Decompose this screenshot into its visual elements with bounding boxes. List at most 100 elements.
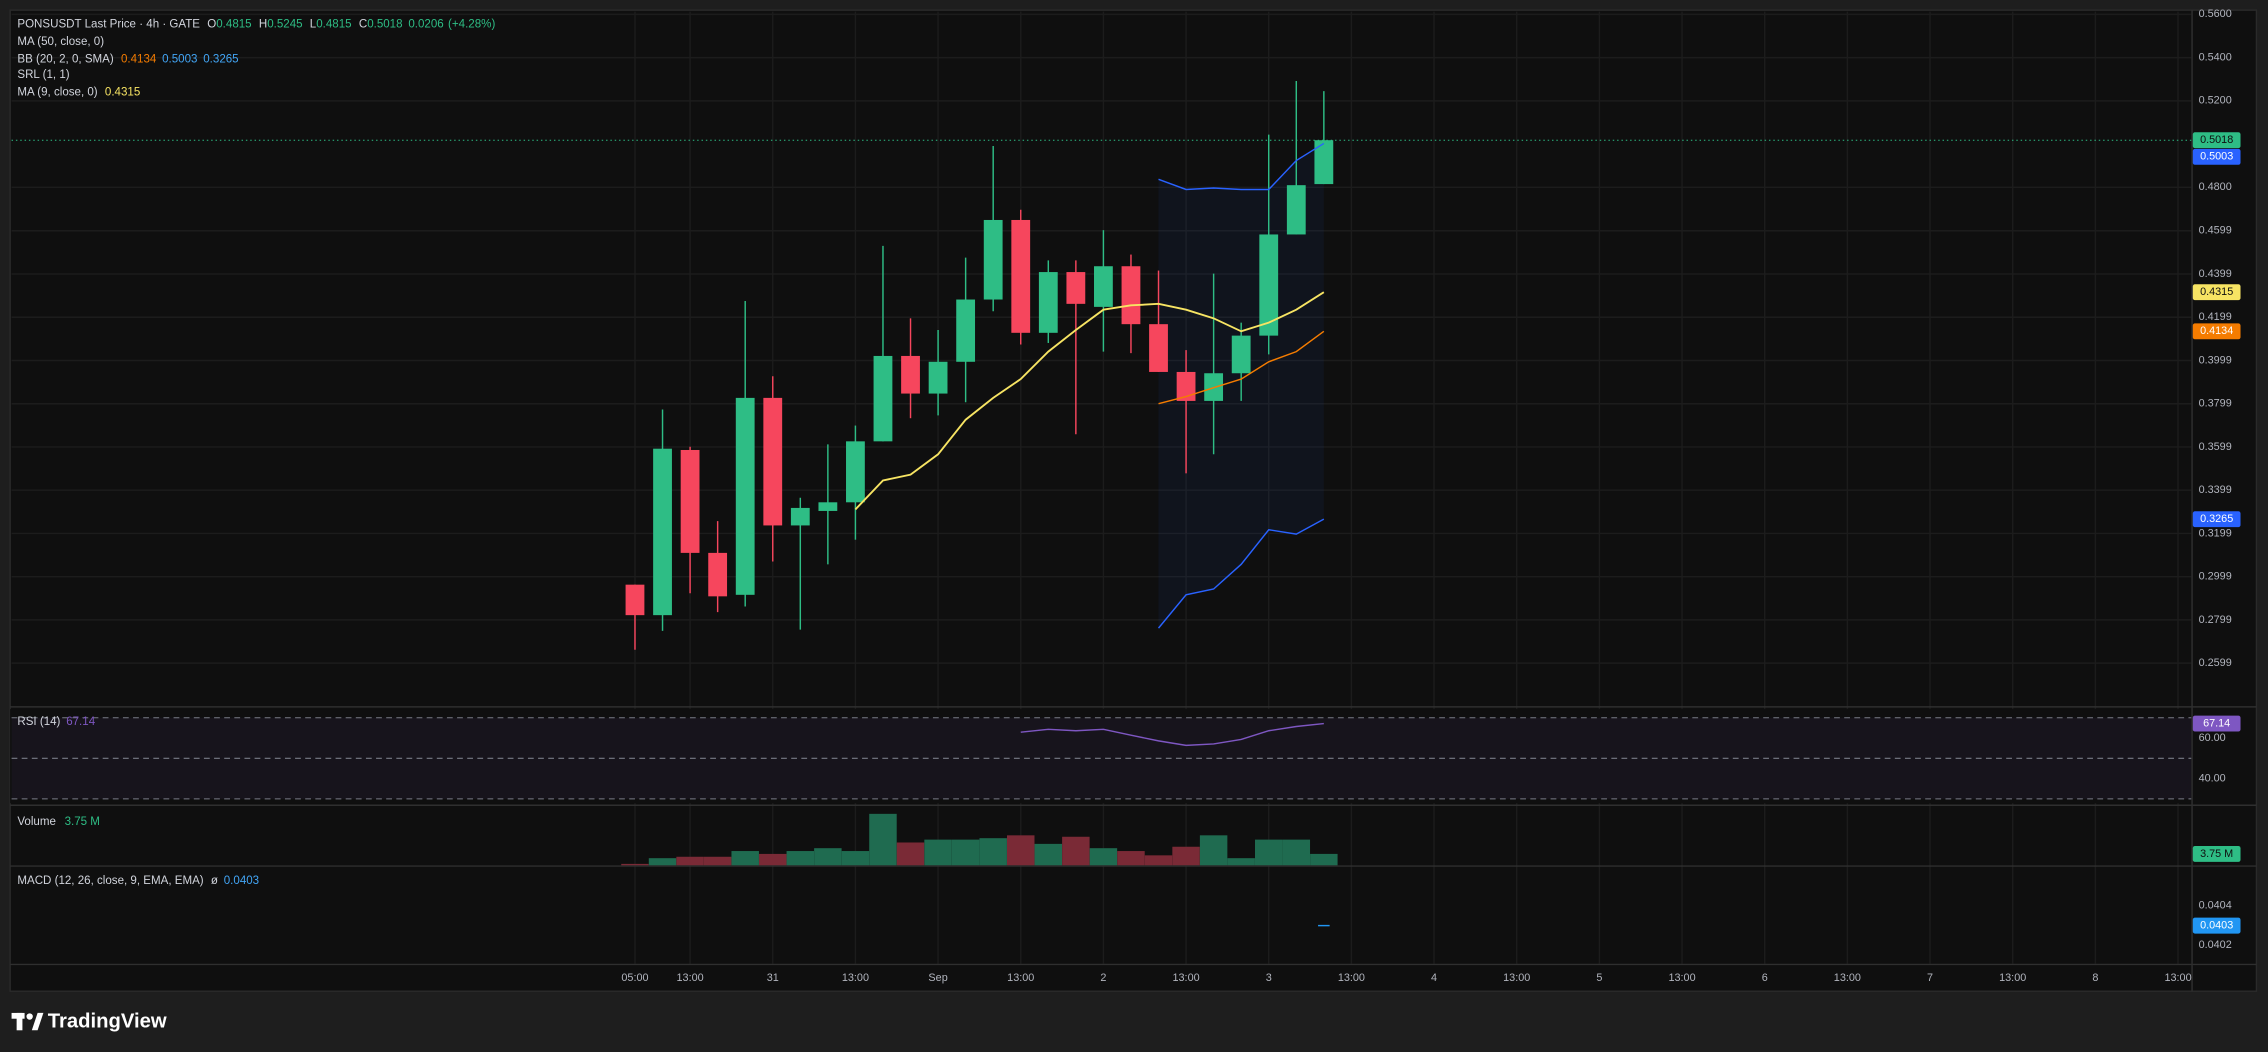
x-tick-label: 05:00 — [621, 972, 648, 984]
volume-bar — [1254, 839, 1283, 866]
brand: TradingView — [48, 1011, 167, 1033]
legend-text: 0.5245 — [267, 19, 302, 31]
x-tick-label: Sep — [928, 972, 947, 984]
y-tick-label: 0.3199 — [2199, 527, 2232, 539]
legend-text: BB (20, 2, 0, SMA) — [17, 53, 114, 65]
y-tick-label: 0.3399 — [2199, 484, 2232, 496]
x-tick-label: 31 — [767, 972, 779, 984]
x-tick-label: 13:00 — [1834, 972, 1861, 984]
legend-text: 0.4134 — [121, 53, 157, 65]
volume-bar — [1144, 855, 1173, 866]
x-tick-label: 13:00 — [1007, 972, 1034, 984]
legend-text: PONSUSDT Last Price · 4h · GATE — [17, 19, 200, 31]
x-tick-label: 5 — [1596, 972, 1602, 984]
candle-body — [1121, 266, 1141, 325]
x-tick-label: 3 — [1266, 972, 1272, 984]
close-badge-label: 0.5018 — [2200, 134, 2233, 146]
legend-text: ø — [211, 875, 218, 887]
close-badge — [2192, 132, 2241, 149]
rsi-pane — [10, 709, 2192, 804]
legend-row: BB (20, 2, 0, SMA) 0.4134 0.5003 0.3265 — [17, 53, 238, 65]
x-tick-label: 13:00 — [1668, 972, 1695, 984]
y-tick-label: 0.5200 — [2199, 95, 2232, 107]
x-tick-label: 13:00 — [1503, 972, 1530, 984]
candle-body — [735, 397, 755, 595]
candle-body — [1314, 140, 1334, 185]
candle-body — [680, 449, 700, 553]
brand-logo — [11, 1012, 44, 1031]
legend-text: 0.4815 — [316, 19, 351, 31]
volume-bar — [896, 842, 925, 866]
legend-text: SRL (1, 1) — [17, 69, 69, 81]
bb-upper-badge-label: 0.5003 — [2200, 151, 2233, 163]
legend-row: MACD (12, 26, close, 9, EMA, EMA) ø 0.0403 — [17, 875, 259, 887]
ma9-badge — [2192, 284, 2241, 301]
candle-body — [818, 502, 838, 511]
candle-body — [625, 584, 645, 616]
volume-bar — [676, 856, 704, 866]
x-tick-label: 13:00 — [677, 972, 704, 984]
rsi-tick-label: 60.00 — [2199, 732, 2226, 744]
candle-body — [1066, 272, 1086, 304]
legend-text: MACD (12, 26, close, 9, EMA, EMA) — [17, 875, 203, 887]
rsi-badge — [2192, 715, 2241, 732]
volume-bar — [621, 863, 649, 866]
macd-badge — [2192, 917, 2241, 934]
y-tick-label: 0.2799 — [2199, 614, 2232, 626]
y-tick-label: 0.4800 — [2199, 181, 2232, 193]
legend-text: C — [359, 19, 367, 31]
candle-body — [901, 355, 920, 394]
legend-text: 0.4815 — [216, 19, 251, 31]
volume-bar — [703, 856, 732, 866]
legend-row: RSI (14) 67.14 — [17, 716, 95, 728]
volume-bar — [731, 851, 759, 866]
candle-body — [873, 355, 893, 442]
legend-text: RSI (14) — [17, 716, 60, 728]
volume-bar — [814, 848, 842, 866]
volume-bar — [1062, 836, 1090, 866]
x-tick-label: 13:00 — [842, 972, 869, 984]
ma9-line — [854, 291, 1325, 511]
y-tick-label: 0.4599 — [2199, 225, 2232, 237]
legend-row: Volume 3.75 M — [17, 816, 100, 828]
logo-part — [31, 1012, 44, 1031]
volume-badge — [2192, 845, 2241, 862]
candle-body — [1149, 324, 1168, 372]
legend-text: 0.0206 — [408, 19, 443, 31]
legend-text: MA (9, close, 0) — [17, 87, 97, 99]
bb-upper-badge — [2192, 148, 2241, 165]
legend-row: PONSUSDT Last Price · 4h · GATE O0.4815 H0… — [17, 19, 495, 31]
bb-basis-badge — [2192, 323, 2241, 340]
y-tick-label: 0.3599 — [2199, 441, 2232, 453]
volume-bar — [1034, 843, 1063, 866]
volume-bar — [951, 839, 980, 866]
candle-body — [846, 441, 865, 503]
bb-basis-badge-label: 0.4134 — [2200, 325, 2233, 337]
bb-upper — [1158, 142, 1325, 191]
macd-tick-label: 0.0402 — [2199, 939, 2232, 951]
candle-body — [790, 507, 810, 526]
logo-part — [26, 1013, 33, 1020]
volume-bar — [1117, 851, 1145, 866]
y-tick-label: 0.4399 — [2199, 268, 2232, 280]
x-tick-label: 8 — [2092, 972, 2098, 984]
bb-lower — [1157, 518, 1325, 629]
volume-bar — [1310, 853, 1338, 866]
volume-bar — [979, 838, 1007, 866]
candle-body — [956, 299, 976, 362]
x-tick-label: 6 — [1762, 972, 1768, 984]
legend-text: 0.4315 — [105, 87, 140, 99]
candle-body — [1231, 335, 1251, 374]
volume-bar — [648, 858, 677, 866]
legend-text: H — [259, 19, 267, 31]
legend-text: 67.14 — [66, 716, 95, 728]
rsi-line — [1020, 722, 1324, 747]
y-tick-label: 0.2599 — [2199, 657, 2232, 669]
legend-row: MA (50, close, 0) — [17, 36, 104, 48]
legend-text: 3.75 M — [65, 816, 100, 828]
chart-background — [9, 9, 2258, 992]
volume-bar — [869, 813, 897, 866]
legend-text: 0.3265 — [203, 53, 238, 65]
legend-text: Volume — [17, 816, 56, 828]
